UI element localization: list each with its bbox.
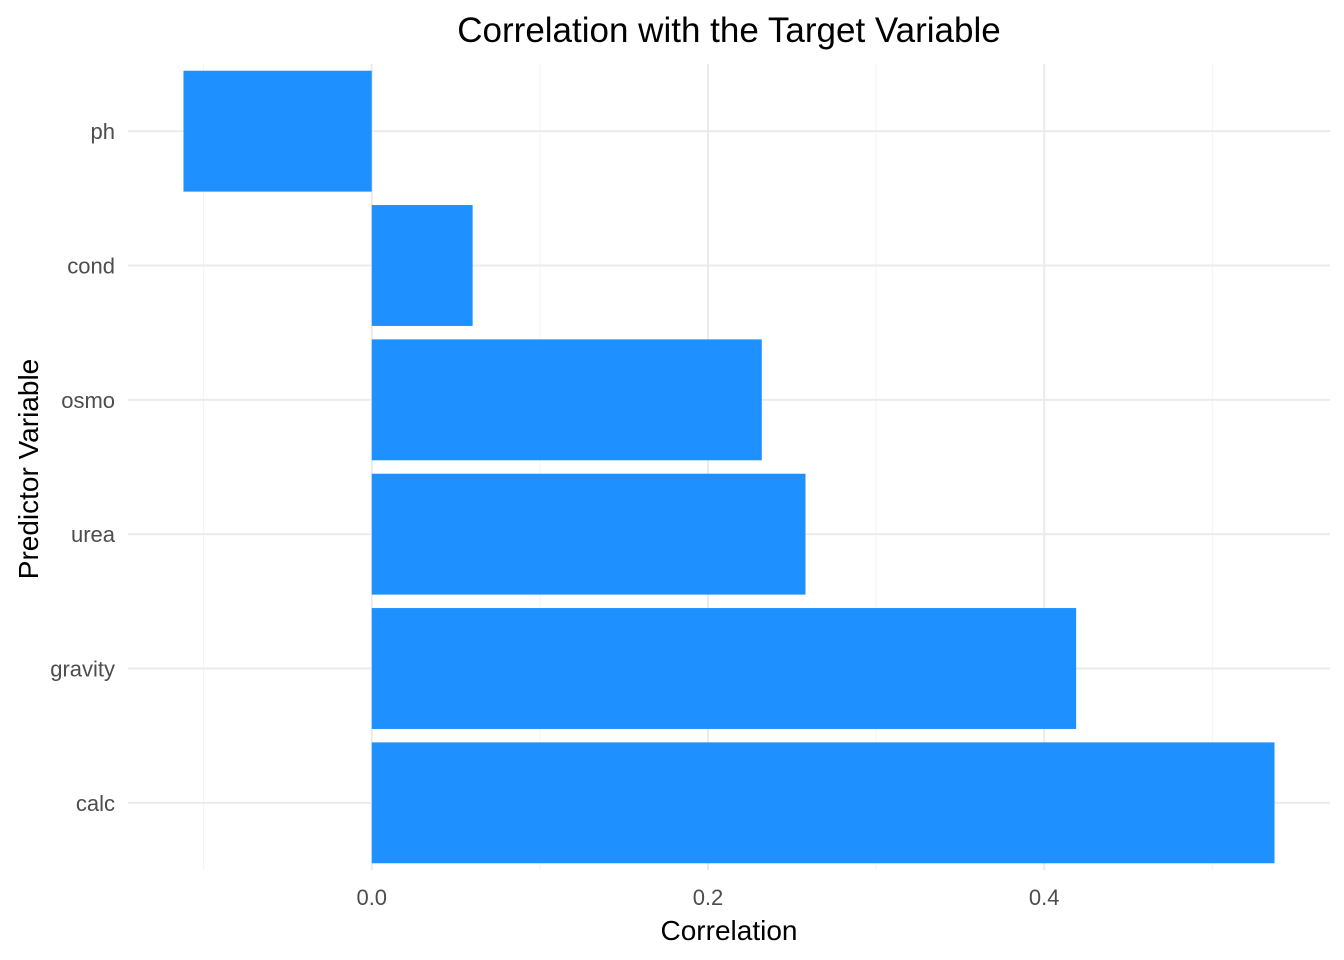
bar-calc <box>371 742 1275 864</box>
y-tick-label: gravity <box>50 657 115 682</box>
y-tick-label: cond <box>67 254 115 279</box>
bar-urea <box>371 473 806 595</box>
bar-osmo <box>371 339 762 461</box>
bars <box>183 70 1275 864</box>
bar-gravity <box>371 608 1077 729</box>
y-tick-label: urea <box>71 522 116 547</box>
bar-cond <box>371 205 473 326</box>
y-tick-labels: ph cond osmo urea gravity calc <box>50 119 116 816</box>
bar-ph <box>183 70 372 192</box>
x-tick-label: 0.2 <box>693 885 724 910</box>
y-tick-label: calc <box>76 791 115 816</box>
x-axis-title: Correlation <box>661 915 798 946</box>
x-tick-label: 0.4 <box>1029 885 1060 910</box>
y-tick-label: osmo <box>61 388 115 413</box>
x-tick-label: 0.0 <box>356 885 387 910</box>
y-axis-title: Predictor Variable <box>13 359 44 579</box>
y-tick-label: ph <box>91 119 115 144</box>
chart-title: Correlation with the Target Variable <box>457 11 1000 50</box>
x-tick-labels: 0.0 0.2 0.4 <box>356 885 1059 910</box>
